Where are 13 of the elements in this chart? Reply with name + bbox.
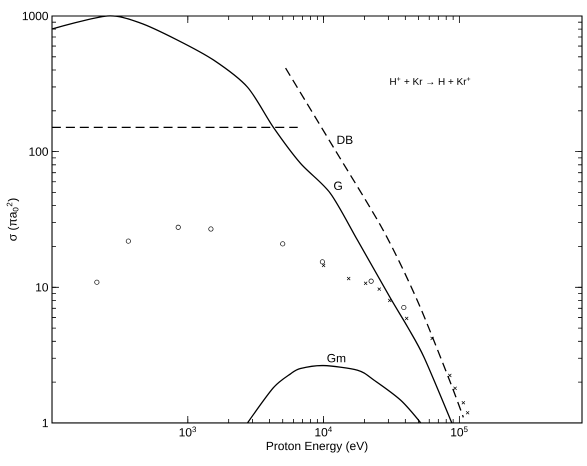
annotation: Gm: [327, 354, 346, 362]
x-axis-title: Proton Energy (eV): [266, 441, 368, 453]
y-tick-label: 1: [42, 418, 48, 428]
y-tick-label: 1000: [22, 12, 48, 20]
x-tick-label: 10$^{4}$: [315, 426, 332, 436]
y-tick-label: 10: [36, 283, 48, 292]
annotation: H$^{+}$ + Kr → H + Kr$^{+}$: [390, 77, 470, 85]
x-tick-label: 10$^{3}$: [180, 426, 196, 437]
y-axis-title: σ (πa$_{0}$$^{2}$): [6, 198, 20, 241]
y-tick-label: 100: [29, 147, 48, 156]
annotation: G: [334, 182, 342, 190]
x-tick-label: 10$^{5}$: [451, 426, 468, 436]
annotation: DB: [338, 136, 353, 144]
